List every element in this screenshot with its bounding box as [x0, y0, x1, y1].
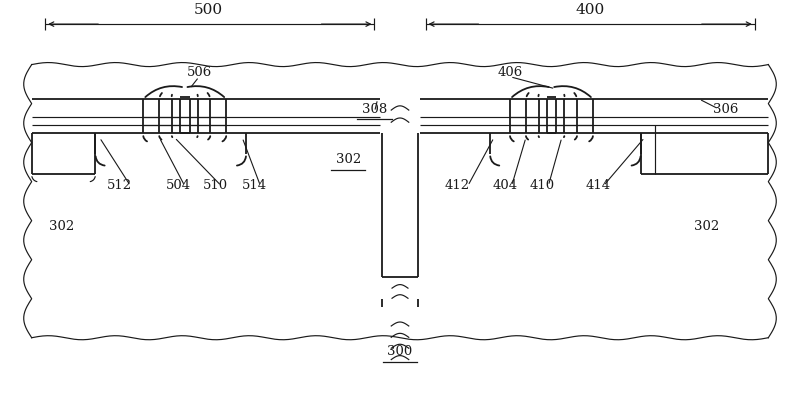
- Text: 506: 506: [186, 66, 212, 79]
- Text: 500: 500: [194, 3, 223, 17]
- Text: 400: 400: [575, 3, 604, 17]
- Text: 306: 306: [713, 103, 738, 116]
- Text: 514: 514: [242, 179, 267, 193]
- Text: 414: 414: [585, 179, 610, 193]
- Text: 510: 510: [202, 179, 228, 193]
- Text: 406: 406: [498, 66, 522, 79]
- Text: 302: 302: [49, 220, 74, 233]
- Text: 404: 404: [493, 179, 518, 193]
- Text: 300: 300: [387, 345, 413, 359]
- Text: 504: 504: [166, 179, 191, 193]
- Text: 302: 302: [335, 153, 361, 166]
- Text: 308: 308: [362, 103, 387, 116]
- Text: 302: 302: [694, 220, 719, 233]
- Text: 410: 410: [530, 179, 554, 193]
- Text: 412: 412: [445, 179, 470, 193]
- Text: 512: 512: [107, 179, 132, 193]
